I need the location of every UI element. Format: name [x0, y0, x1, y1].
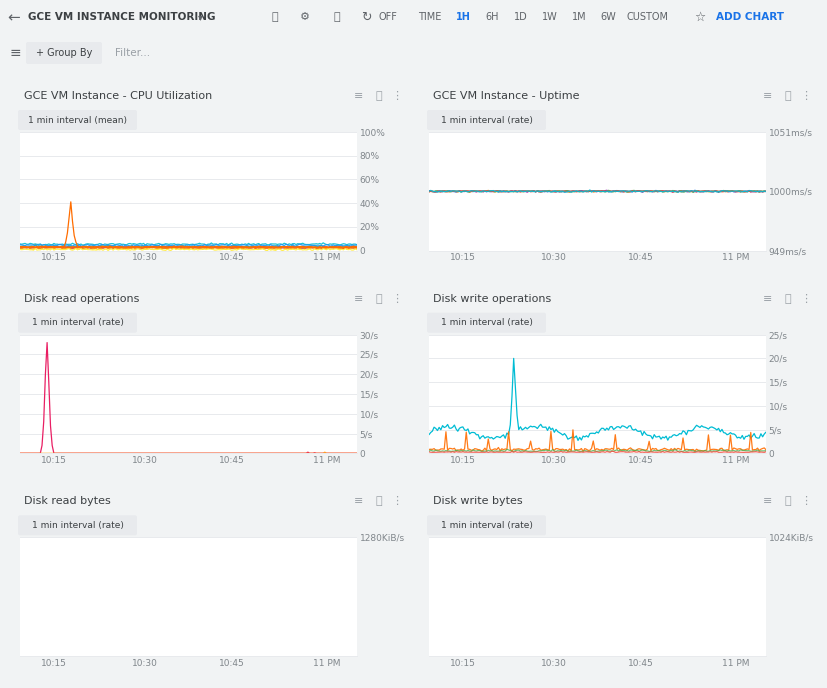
Text: ▾: ▾ — [198, 12, 202, 23]
Text: ⋮: ⋮ — [391, 294, 402, 303]
Text: 6H: 6H — [485, 12, 498, 23]
Text: GCE VM Instance - CPU Utilization: GCE VM Instance - CPU Utilization — [24, 91, 212, 101]
Text: ADD CHART: ADD CHART — [715, 12, 783, 23]
Text: ≡: ≡ — [762, 294, 772, 303]
FancyBboxPatch shape — [26, 42, 102, 64]
Text: + Group By: + Group By — [36, 47, 92, 58]
Text: GCE VM INSTANCE MONITORING: GCE VM INSTANCE MONITORING — [28, 12, 215, 23]
Text: ⛶: ⛶ — [784, 496, 791, 506]
Text: Disk read bytes: Disk read bytes — [24, 496, 111, 506]
Text: 1H: 1H — [455, 12, 470, 23]
Text: ≡: ≡ — [10, 45, 22, 59]
Text: ≡: ≡ — [354, 294, 363, 303]
Text: 1M: 1M — [571, 12, 586, 23]
Text: ⋮: ⋮ — [391, 91, 402, 101]
Text: ←: ← — [7, 10, 21, 25]
Text: ⛶: ⛶ — [375, 496, 382, 506]
Text: Disk write operations: Disk write operations — [433, 294, 551, 303]
Text: ⚙: ⚙ — [299, 12, 309, 23]
Text: Disk read operations: Disk read operations — [24, 294, 139, 303]
Text: 1W: 1W — [542, 12, 557, 23]
FancyBboxPatch shape — [18, 312, 136, 333]
Text: GCE VM Instance - Uptime: GCE VM Instance - Uptime — [433, 91, 579, 101]
Text: ⋮: ⋮ — [800, 91, 810, 101]
Text: OFF: OFF — [378, 12, 397, 23]
Text: 🔍: 🔍 — [271, 12, 278, 23]
Text: 1 min interval (rate): 1 min interval (rate) — [31, 521, 123, 530]
Text: Filter...: Filter... — [115, 47, 150, 58]
Text: 1D: 1D — [514, 12, 528, 23]
FancyBboxPatch shape — [18, 110, 136, 130]
Text: ⛶: ⛶ — [784, 91, 791, 101]
Text: ≡: ≡ — [762, 91, 772, 101]
Text: ⋮: ⋮ — [391, 496, 402, 506]
Text: Disk write bytes: Disk write bytes — [433, 496, 522, 506]
Text: ≡: ≡ — [354, 91, 363, 101]
FancyBboxPatch shape — [427, 312, 545, 333]
Text: 1 min interval (mean): 1 min interval (mean) — [28, 116, 127, 125]
Text: 1 min interval (rate): 1 min interval (rate) — [440, 318, 532, 327]
Text: ☆: ☆ — [694, 11, 705, 24]
Text: 1 min interval (rate): 1 min interval (rate) — [440, 116, 532, 125]
Text: ⛶: ⛶ — [375, 91, 382, 101]
Text: ⛶: ⛶ — [784, 294, 791, 303]
FancyBboxPatch shape — [18, 515, 136, 535]
Text: CUSTOM: CUSTOM — [626, 12, 668, 23]
Text: TIME: TIME — [418, 12, 441, 23]
Text: 6W: 6W — [600, 12, 615, 23]
Text: 1 min interval (rate): 1 min interval (rate) — [440, 521, 532, 530]
Text: ≡: ≡ — [762, 496, 772, 506]
Text: ⛶: ⛶ — [375, 294, 382, 303]
Text: ⛶: ⛶ — [333, 12, 340, 23]
Text: ⋮: ⋮ — [800, 294, 810, 303]
Text: ≡: ≡ — [354, 496, 363, 506]
Text: ↻: ↻ — [361, 11, 370, 24]
FancyBboxPatch shape — [427, 110, 545, 130]
Text: ⋮: ⋮ — [800, 496, 810, 506]
FancyBboxPatch shape — [427, 515, 545, 535]
Text: 1 min interval (rate): 1 min interval (rate) — [31, 318, 123, 327]
